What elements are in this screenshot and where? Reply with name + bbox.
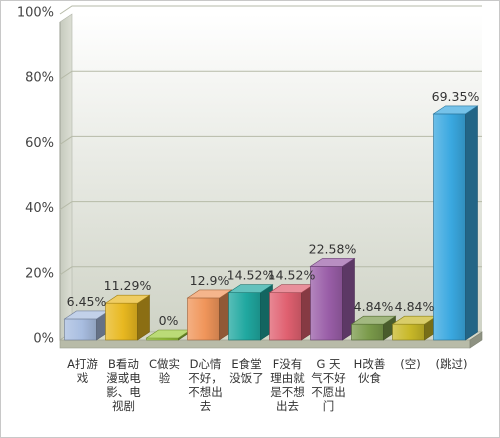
floor-side bbox=[469, 331, 483, 349]
bar-front bbox=[310, 266, 343, 341]
bar bbox=[432, 105, 479, 341]
data-label: 14.52% bbox=[268, 268, 316, 283]
x-tick-label: F没有理由就是不想出去 bbox=[270, 357, 305, 413]
data-label: 22.58% bbox=[309, 241, 357, 256]
bar-top bbox=[432, 105, 479, 115]
x-tick-label: B看动漫或电影、电视剧 bbox=[106, 357, 141, 413]
data-label: 4.84% bbox=[395, 299, 435, 314]
plot-back-wall bbox=[72, 14, 482, 332]
gridline bbox=[59, 135, 482, 145]
gridline bbox=[59, 70, 482, 80]
x-tick-label: D心情不好，不想出去 bbox=[188, 357, 223, 413]
bar bbox=[186, 289, 233, 341]
y-tick-label: 20% bbox=[25, 266, 54, 281]
data-labels: 6.45%11.29%0%12.9%14.52%14.52%22.58%4.84… bbox=[67, 89, 480, 328]
data-label: 14.52% bbox=[227, 268, 275, 283]
bar-front bbox=[269, 292, 302, 341]
bar bbox=[227, 284, 274, 341]
y-tick-label: 40% bbox=[25, 201, 54, 216]
gridline bbox=[59, 5, 482, 15]
bar-top bbox=[227, 284, 274, 293]
bar bbox=[63, 310, 110, 341]
bar-front bbox=[187, 297, 220, 341]
data-label: 6.45% bbox=[67, 294, 107, 309]
data-label: 4.84% bbox=[354, 299, 394, 314]
x-tick-label: C做实验 bbox=[149, 357, 180, 385]
x-tick-label: H改善伙食 bbox=[354, 357, 386, 385]
bar bbox=[350, 315, 397, 341]
bar-front bbox=[105, 302, 138, 341]
x-axis: A打游戏 B看动漫或电影、电视剧 C做实验 D心情不好，不想出去E食堂没饭了F没有理由… bbox=[67, 357, 467, 413]
data-label: 12.9% bbox=[190, 273, 230, 288]
y-tick-label: 80% bbox=[25, 71, 54, 86]
bars bbox=[63, 105, 479, 341]
y-tick-label: 60% bbox=[25, 136, 54, 151]
bar bbox=[268, 284, 315, 341]
bar-top bbox=[104, 294, 151, 304]
x-tick-label: (空) bbox=[400, 357, 420, 371]
bar-front bbox=[228, 292, 261, 341]
y-tick-label: 100% bbox=[17, 6, 54, 21]
bar-top bbox=[350, 315, 397, 325]
data-label: 0% bbox=[159, 313, 179, 328]
bar-front bbox=[433, 113, 466, 341]
bar bbox=[391, 315, 438, 341]
bar-top bbox=[186, 289, 233, 299]
bar-top bbox=[309, 258, 356, 267]
floor-front bbox=[59, 339, 471, 349]
bar-side bbox=[465, 105, 478, 341]
bar bbox=[104, 294, 151, 341]
bar-front bbox=[351, 323, 384, 341]
y-axis: 0% 20% 40% 60% 80% 100% bbox=[17, 6, 54, 347]
data-label: 11.29% bbox=[104, 278, 152, 293]
bar bbox=[145, 329, 192, 341]
x-tick-label: A打游戏 bbox=[67, 357, 98, 385]
x-tick-label: (跳过) bbox=[436, 357, 468, 371]
y-tick-label: 0% bbox=[33, 332, 54, 347]
plot-area bbox=[59, 13, 482, 341]
bar-front bbox=[64, 318, 97, 341]
bar bbox=[309, 257, 356, 341]
x-tick-label: E食堂没饭了 bbox=[229, 357, 264, 385]
data-label: 69.35% bbox=[432, 89, 480, 104]
plot-side-wall bbox=[59, 13, 73, 341]
x-tick-label: G 天气不好不愿出门 bbox=[311, 357, 346, 413]
bar-front bbox=[392, 323, 425, 341]
gridline bbox=[59, 201, 482, 211]
